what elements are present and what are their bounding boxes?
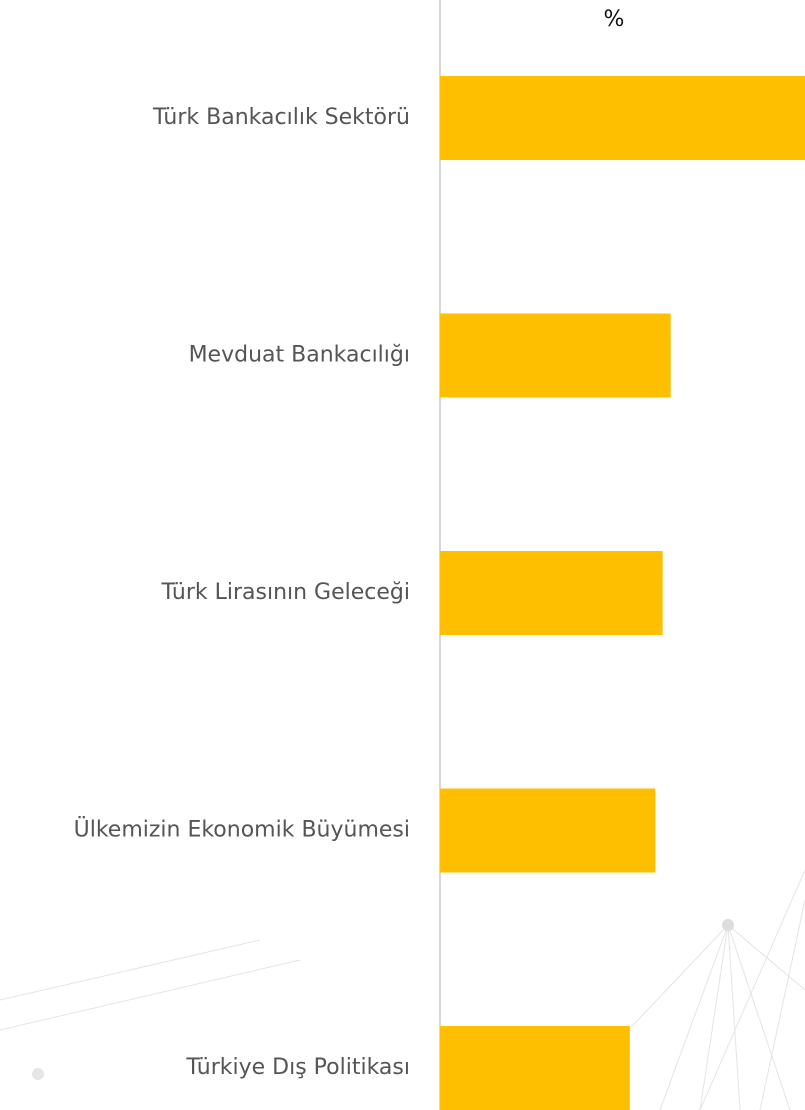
bar (440, 788, 656, 873)
category-label: Ülkemizin Ekonomik Büyümesi (74, 817, 410, 843)
background-decoration (0, 869, 805, 1110)
bar (440, 1026, 630, 1110)
unit-label: % (604, 7, 625, 32)
bar (440, 313, 671, 398)
category-label: Türk Lirasının Geleceği (160, 580, 410, 605)
bar (440, 551, 663, 635)
category-label: Mevduat Bankacılığı (189, 343, 410, 368)
bar (440, 76, 805, 160)
category-label: Türk Bankacılık Sektörü (152, 105, 410, 130)
category-label: Türkiye Dış Politikası (185, 1055, 410, 1080)
